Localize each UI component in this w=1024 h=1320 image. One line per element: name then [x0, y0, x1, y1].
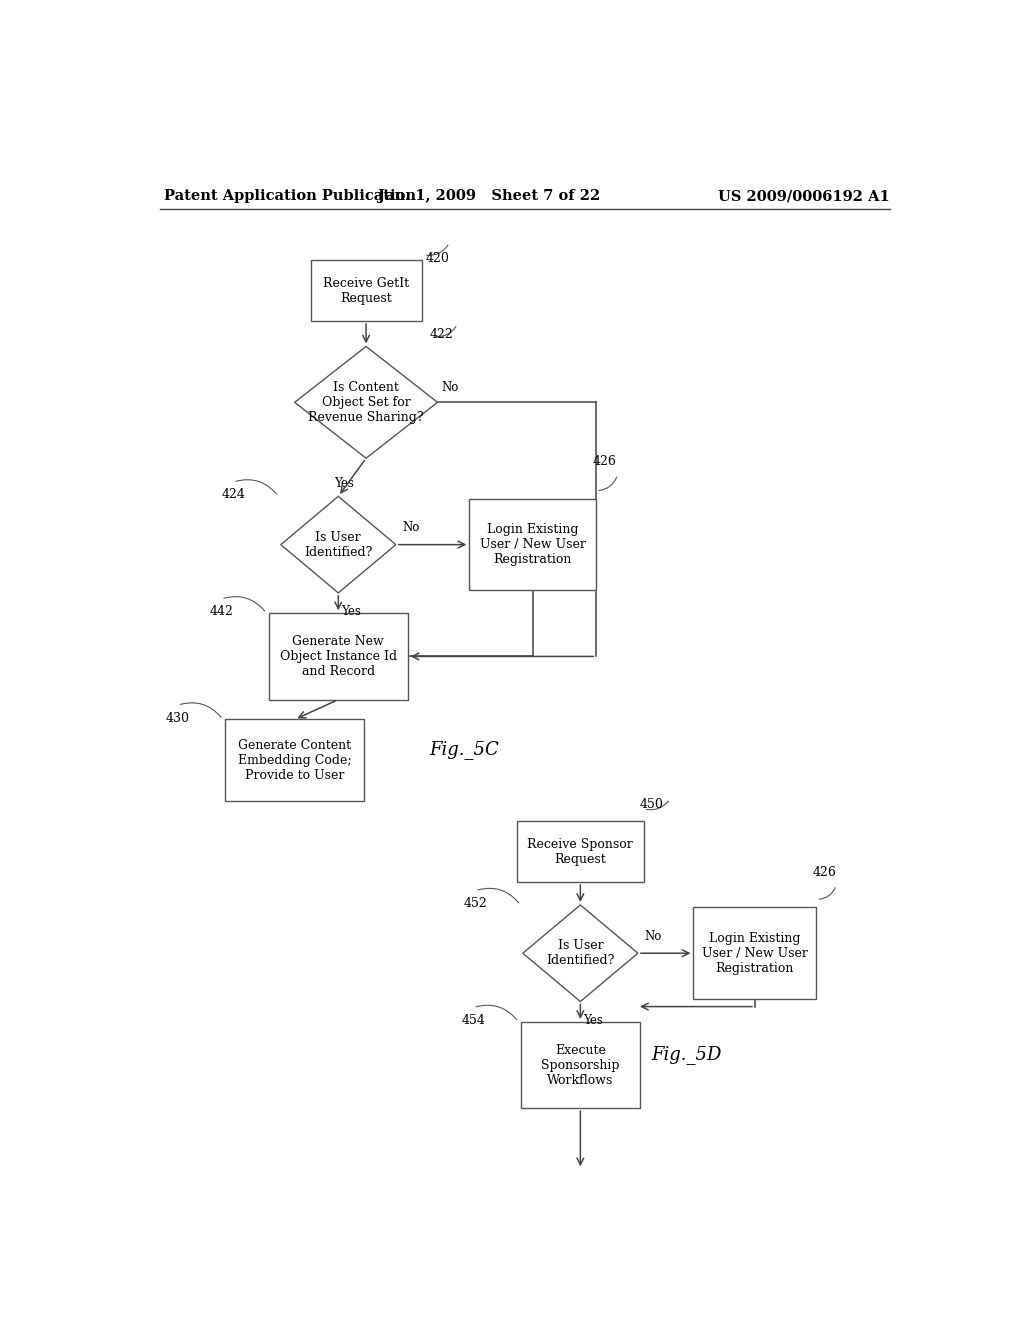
- Text: Login Existing
User / New User
Registration: Login Existing User / New User Registrat…: [480, 523, 586, 566]
- Text: No: No: [441, 381, 459, 395]
- Polygon shape: [523, 906, 638, 1002]
- Text: 426: 426: [812, 866, 837, 879]
- Text: 422: 422: [430, 329, 454, 342]
- Text: 442: 442: [209, 606, 233, 618]
- Text: Fig._5D: Fig._5D: [651, 1045, 722, 1064]
- Text: Fig._5C: Fig._5C: [430, 741, 500, 759]
- Text: 454: 454: [461, 1014, 485, 1027]
- FancyBboxPatch shape: [269, 614, 408, 700]
- FancyBboxPatch shape: [469, 499, 596, 590]
- Text: 420: 420: [426, 252, 450, 265]
- Text: 430: 430: [166, 711, 189, 725]
- Text: 450: 450: [640, 797, 664, 810]
- Polygon shape: [295, 346, 437, 458]
- FancyBboxPatch shape: [693, 907, 816, 999]
- Text: 452: 452: [463, 898, 487, 909]
- Text: 426: 426: [592, 455, 616, 469]
- Text: No: No: [644, 931, 662, 942]
- Text: Login Existing
User / New User
Registration: Login Existing User / New User Registrat…: [702, 932, 808, 974]
- Text: Generate New
Object Instance Id
and Record: Generate New Object Instance Id and Reco…: [280, 635, 397, 678]
- Text: Execute
Sponsorship
Workflows: Execute Sponsorship Workflows: [541, 1044, 620, 1086]
- Text: Yes: Yes: [334, 477, 354, 490]
- FancyBboxPatch shape: [521, 1022, 640, 1109]
- FancyBboxPatch shape: [225, 719, 365, 801]
- Text: No: No: [402, 521, 420, 535]
- Text: Generate Content
Embedding Code;
Provide to User: Generate Content Embedding Code; Provide…: [238, 739, 351, 781]
- FancyBboxPatch shape: [310, 260, 422, 321]
- Text: Jan. 1, 2009   Sheet 7 of 22: Jan. 1, 2009 Sheet 7 of 22: [378, 189, 600, 203]
- Text: Patent Application Publication: Patent Application Publication: [164, 189, 416, 203]
- Text: Yes: Yes: [341, 605, 360, 618]
- Text: 424: 424: [221, 488, 245, 502]
- Polygon shape: [281, 496, 396, 593]
- Text: Yes: Yes: [583, 1014, 602, 1027]
- Text: US 2009/0006192 A1: US 2009/0006192 A1: [718, 189, 890, 203]
- Text: Is User
Identified?: Is User Identified?: [546, 940, 614, 968]
- Text: Is Content
Object Set for
Revenue Sharing?: Is Content Object Set for Revenue Sharin…: [308, 381, 424, 424]
- Text: Receive Sponsor
Request: Receive Sponsor Request: [527, 838, 633, 866]
- Text: Receive GetIt
Request: Receive GetIt Request: [323, 276, 410, 305]
- FancyBboxPatch shape: [517, 821, 644, 882]
- Text: Is User
Identified?: Is User Identified?: [304, 531, 373, 558]
